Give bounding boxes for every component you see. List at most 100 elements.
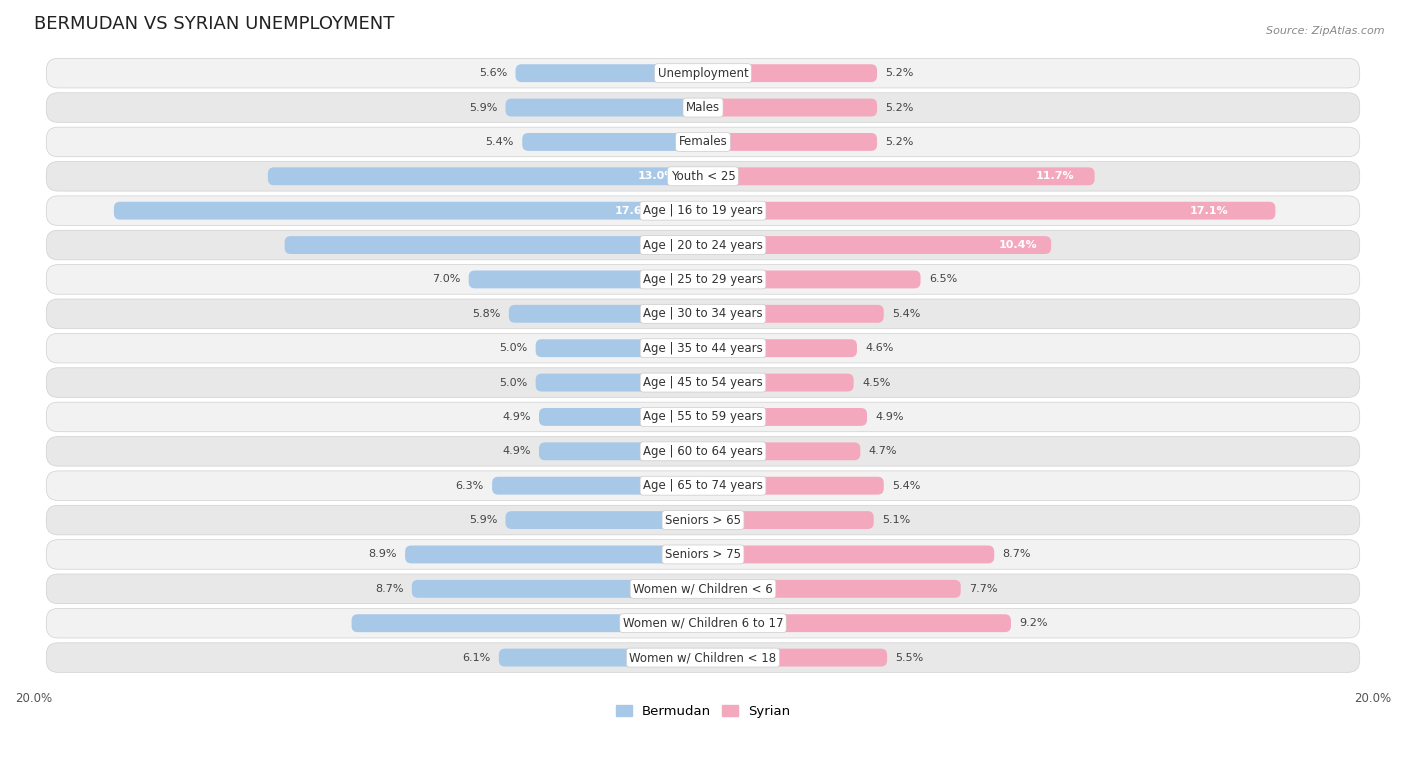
- FancyBboxPatch shape: [46, 540, 1360, 569]
- FancyBboxPatch shape: [703, 649, 887, 666]
- Text: 6.3%: 6.3%: [456, 481, 484, 491]
- Text: Source: ZipAtlas.com: Source: ZipAtlas.com: [1267, 26, 1385, 36]
- FancyBboxPatch shape: [46, 368, 1360, 397]
- FancyBboxPatch shape: [269, 167, 703, 185]
- FancyBboxPatch shape: [703, 133, 877, 151]
- Text: 9.2%: 9.2%: [1019, 618, 1047, 628]
- Text: Age | 65 to 74 years: Age | 65 to 74 years: [643, 479, 763, 492]
- Text: Women w/ Children < 6: Women w/ Children < 6: [633, 582, 773, 595]
- Text: 12.5%: 12.5%: [640, 240, 679, 250]
- FancyBboxPatch shape: [46, 437, 1360, 466]
- FancyBboxPatch shape: [468, 270, 703, 288]
- Text: Age | 55 to 59 years: Age | 55 to 59 years: [643, 410, 763, 423]
- FancyBboxPatch shape: [46, 574, 1360, 603]
- FancyBboxPatch shape: [703, 305, 884, 322]
- Text: 13.0%: 13.0%: [638, 171, 676, 181]
- Text: 5.5%: 5.5%: [896, 653, 924, 662]
- Text: Youth < 25: Youth < 25: [671, 170, 735, 182]
- Text: 7.0%: 7.0%: [432, 275, 460, 285]
- FancyBboxPatch shape: [506, 98, 703, 117]
- Text: Age | 30 to 34 years: Age | 30 to 34 years: [643, 307, 763, 320]
- Text: 5.2%: 5.2%: [886, 68, 914, 78]
- FancyBboxPatch shape: [46, 471, 1360, 500]
- Text: 5.0%: 5.0%: [499, 378, 527, 388]
- FancyBboxPatch shape: [499, 649, 703, 666]
- FancyBboxPatch shape: [46, 93, 1360, 123]
- FancyBboxPatch shape: [536, 339, 703, 357]
- FancyBboxPatch shape: [703, 201, 1275, 220]
- Text: Females: Females: [679, 136, 727, 148]
- FancyBboxPatch shape: [46, 196, 1360, 226]
- Text: Age | 45 to 54 years: Age | 45 to 54 years: [643, 376, 763, 389]
- Text: Age | 25 to 29 years: Age | 25 to 29 years: [643, 273, 763, 286]
- Text: Women w/ Children 6 to 17: Women w/ Children 6 to 17: [623, 617, 783, 630]
- FancyBboxPatch shape: [703, 442, 860, 460]
- Text: 10.4%: 10.4%: [998, 240, 1038, 250]
- Text: 8.7%: 8.7%: [1002, 550, 1031, 559]
- FancyBboxPatch shape: [703, 270, 921, 288]
- FancyBboxPatch shape: [509, 305, 703, 322]
- Text: 5.4%: 5.4%: [485, 137, 513, 147]
- FancyBboxPatch shape: [46, 127, 1360, 157]
- FancyBboxPatch shape: [703, 546, 994, 563]
- Text: Seniors > 65: Seniors > 65: [665, 513, 741, 527]
- FancyBboxPatch shape: [703, 339, 858, 357]
- FancyBboxPatch shape: [703, 477, 884, 494]
- Text: 5.0%: 5.0%: [499, 343, 527, 354]
- Text: 5.9%: 5.9%: [468, 102, 498, 113]
- Text: Age | 35 to 44 years: Age | 35 to 44 years: [643, 341, 763, 355]
- Text: 6.1%: 6.1%: [463, 653, 491, 662]
- FancyBboxPatch shape: [405, 546, 703, 563]
- FancyBboxPatch shape: [703, 167, 1095, 185]
- FancyBboxPatch shape: [703, 98, 877, 117]
- FancyBboxPatch shape: [46, 265, 1360, 294]
- Text: 11.7%: 11.7%: [1036, 171, 1074, 181]
- FancyBboxPatch shape: [703, 614, 1011, 632]
- Text: 5.2%: 5.2%: [886, 137, 914, 147]
- FancyBboxPatch shape: [703, 408, 868, 426]
- FancyBboxPatch shape: [46, 58, 1360, 88]
- Text: Age | 60 to 64 years: Age | 60 to 64 years: [643, 445, 763, 458]
- FancyBboxPatch shape: [703, 236, 1052, 254]
- FancyBboxPatch shape: [46, 333, 1360, 363]
- FancyBboxPatch shape: [506, 511, 703, 529]
- FancyBboxPatch shape: [46, 643, 1360, 672]
- FancyBboxPatch shape: [703, 580, 960, 598]
- FancyBboxPatch shape: [538, 408, 703, 426]
- FancyBboxPatch shape: [46, 299, 1360, 329]
- Text: Age | 20 to 24 years: Age | 20 to 24 years: [643, 238, 763, 251]
- Text: BERMUDAN VS SYRIAN UNEMPLOYMENT: BERMUDAN VS SYRIAN UNEMPLOYMENT: [34, 15, 394, 33]
- Text: 17.6%: 17.6%: [614, 206, 654, 216]
- Text: 4.9%: 4.9%: [502, 412, 530, 422]
- Text: 4.6%: 4.6%: [865, 343, 894, 354]
- Text: Males: Males: [686, 101, 720, 114]
- FancyBboxPatch shape: [703, 64, 877, 82]
- Legend: Bermudan, Syrian: Bermudan, Syrian: [610, 699, 796, 723]
- FancyBboxPatch shape: [46, 609, 1360, 638]
- Text: Age | 16 to 19 years: Age | 16 to 19 years: [643, 204, 763, 217]
- FancyBboxPatch shape: [522, 133, 703, 151]
- Text: 10.5%: 10.5%: [651, 618, 689, 628]
- Text: 5.1%: 5.1%: [882, 515, 910, 525]
- FancyBboxPatch shape: [538, 442, 703, 460]
- Text: 8.7%: 8.7%: [375, 584, 404, 593]
- FancyBboxPatch shape: [46, 161, 1360, 191]
- Text: 4.9%: 4.9%: [876, 412, 904, 422]
- FancyBboxPatch shape: [114, 201, 703, 220]
- Text: 5.6%: 5.6%: [479, 68, 508, 78]
- Text: 5.2%: 5.2%: [886, 102, 914, 113]
- FancyBboxPatch shape: [46, 505, 1360, 535]
- FancyBboxPatch shape: [284, 236, 703, 254]
- Text: 6.5%: 6.5%: [929, 275, 957, 285]
- Text: 5.4%: 5.4%: [893, 481, 921, 491]
- Text: Women w/ Children < 18: Women w/ Children < 18: [630, 651, 776, 664]
- FancyBboxPatch shape: [516, 64, 703, 82]
- Text: 5.8%: 5.8%: [472, 309, 501, 319]
- FancyBboxPatch shape: [536, 374, 703, 391]
- FancyBboxPatch shape: [412, 580, 703, 598]
- FancyBboxPatch shape: [352, 614, 703, 632]
- Text: 5.4%: 5.4%: [893, 309, 921, 319]
- FancyBboxPatch shape: [46, 402, 1360, 431]
- Text: 4.7%: 4.7%: [869, 447, 897, 456]
- Text: 4.5%: 4.5%: [862, 378, 890, 388]
